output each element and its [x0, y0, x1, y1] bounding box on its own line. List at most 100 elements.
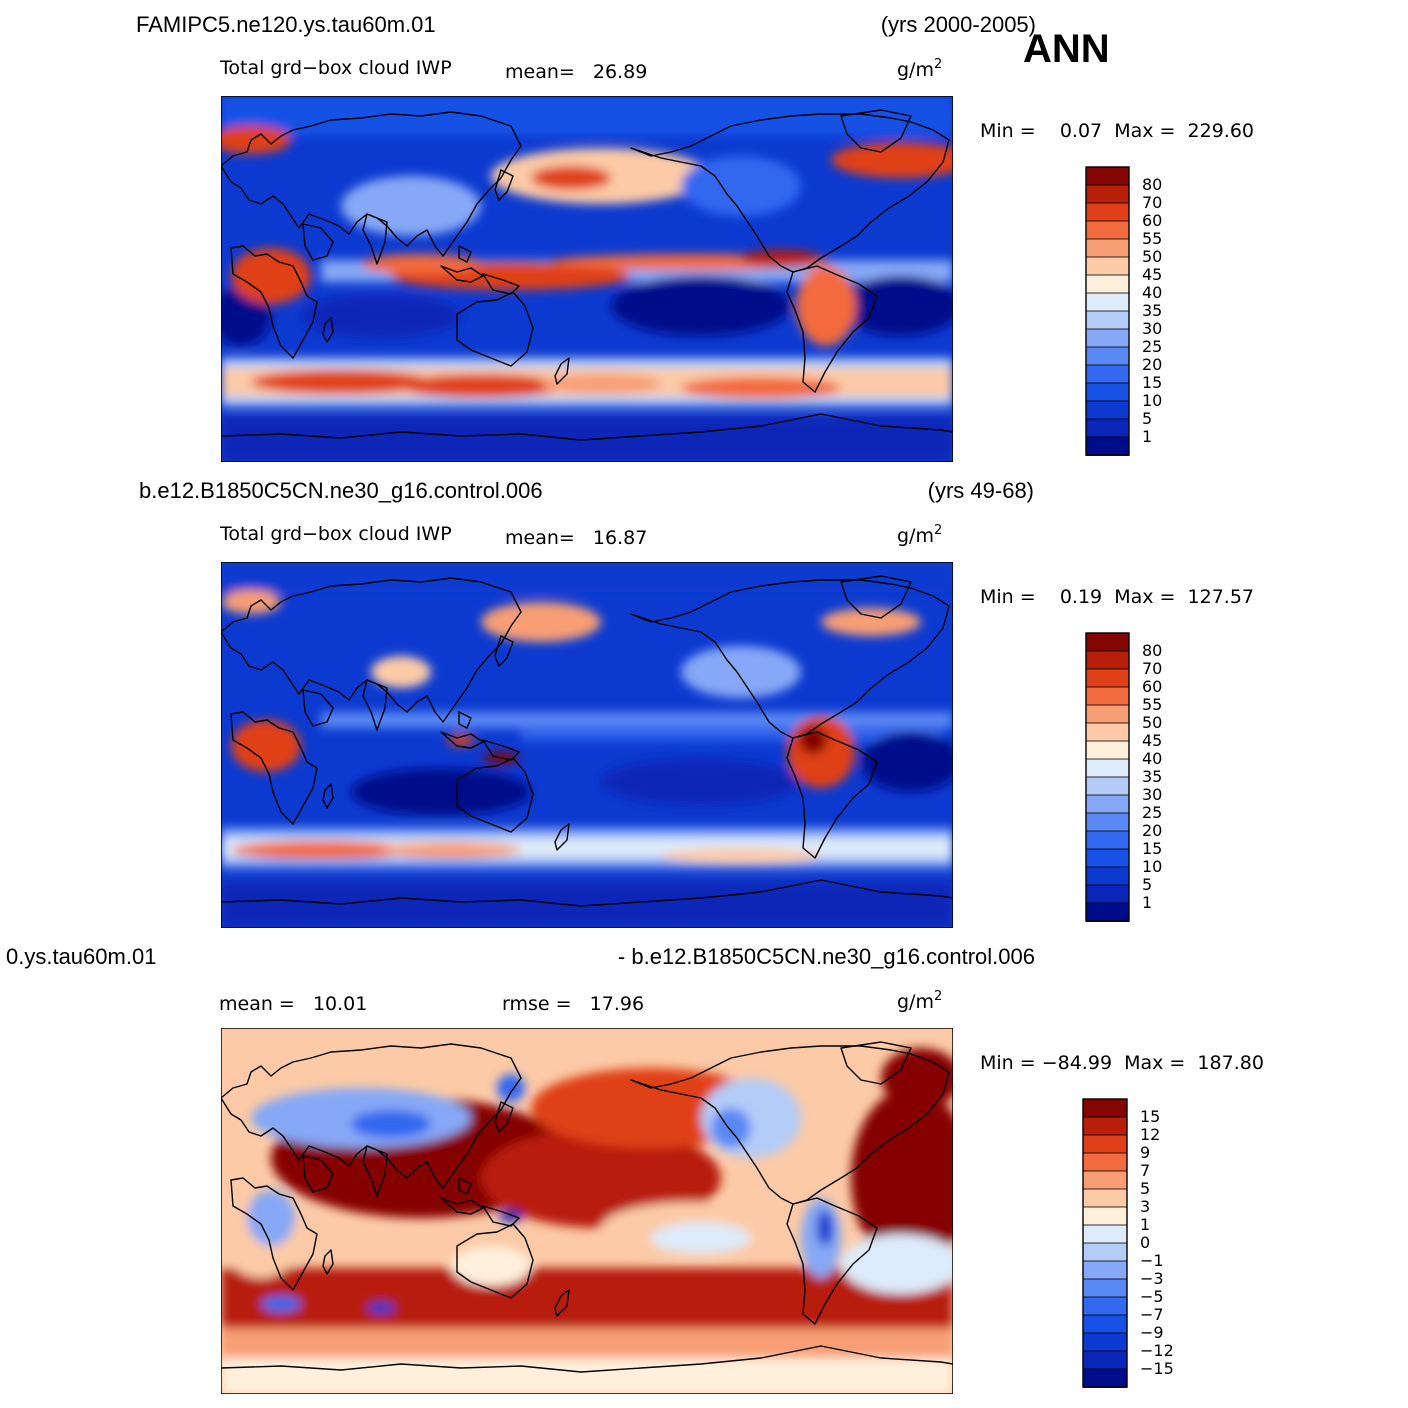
colorbar-tick-label: 25: [1142, 803, 1162, 822]
colorbar-box: [1082, 1188, 1128, 1208]
panel-2-minmax: Min = 0.19 Max = 127.57: [980, 586, 1254, 608]
colorbar-box: [1082, 1116, 1128, 1136]
colorbar-box: [1085, 776, 1130, 796]
panel-1-minmax: Min = 0.07 Max = 229.60: [980, 120, 1254, 142]
panel-3-map: [221, 1028, 953, 1394]
colorbar-box: [1085, 238, 1130, 258]
colorbar-box: [1085, 364, 1130, 384]
colorbar-tick-label: 15: [1142, 373, 1162, 392]
colorbar-box: [1085, 866, 1130, 886]
colorbar-tick-label: 70: [1142, 193, 1162, 212]
colorbar-box: [1085, 346, 1130, 366]
colorbar-box: [1085, 812, 1130, 832]
colorbar-box: [1082, 1098, 1128, 1118]
colorbar-tick-label: 12: [1140, 1125, 1160, 1144]
panel-2-years: (yrs 49-68): [928, 478, 1034, 503]
colorbar-tick-label: 35: [1142, 767, 1162, 786]
colorbar-box: [1082, 1152, 1128, 1172]
colorbar-box: [1085, 400, 1130, 420]
colorbar-box: [1082, 1314, 1128, 1334]
colorbar-tick-label: −7: [1140, 1305, 1164, 1324]
colorbar-tick-label: 15: [1142, 839, 1162, 858]
colorbar-box: [1085, 848, 1130, 868]
panel-3-case-title: 0.ys.tau60m.01: [6, 944, 156, 969]
panel-1-mean: mean= 26.89: [505, 61, 647, 83]
colorbar-box: [1085, 686, 1130, 706]
colorbar-tick-label: 60: [1142, 211, 1162, 230]
colorbar-tick-label: 7: [1140, 1161, 1150, 1180]
colorbar-tick-label: 45: [1142, 265, 1162, 284]
colorbar-box: [1082, 1332, 1128, 1352]
colorbar-tick-label: 20: [1142, 355, 1162, 374]
colorbar-box: [1082, 1278, 1128, 1298]
colorbar-tick-label: 60: [1142, 677, 1162, 696]
colorbar-box: [1085, 220, 1130, 240]
colorbar-tick-label: 70: [1142, 659, 1162, 678]
colorbar-tick-label: 50: [1142, 713, 1162, 732]
colorbar-frame: [1085, 166, 1130, 456]
colorbar-box: [1085, 292, 1130, 312]
colorbar-box: [1082, 1296, 1128, 1316]
colorbar-tick-label: 5: [1142, 409, 1152, 428]
colorbar-tick-label: −1: [1140, 1251, 1164, 1270]
panel-2-mean: mean= 16.87: [505, 527, 647, 549]
colorbar-box: [1085, 418, 1130, 438]
colorbar-box: [1085, 184, 1130, 204]
colorbar-box: [1085, 794, 1130, 814]
colorbar-tick-label: 80: [1142, 641, 1162, 660]
colorbar-box: [1082, 1170, 1128, 1190]
colorbar-box: [1085, 668, 1130, 688]
colorbar-tick-label: 3: [1140, 1197, 1150, 1216]
colorbar-box: [1082, 1368, 1128, 1388]
panel-2-variable-label: Total grd−box cloud IWP: [219, 523, 452, 545]
colorbar-tick-label: 40: [1142, 283, 1162, 302]
colorbar-box: [1085, 632, 1130, 652]
colorbar-box: [1085, 436, 1130, 456]
colorbar-frame: [1085, 632, 1130, 922]
colorbar-box: [1085, 650, 1130, 670]
colorbar-tick-label: −12: [1140, 1341, 1174, 1360]
panel-1-years: (yrs 2000-2005): [881, 12, 1036, 37]
panel-2-case-title: b.e12.B1850C5CN.ne30_g16.control.006: [139, 478, 543, 503]
colorbar-tick-label: −3: [1140, 1269, 1164, 1288]
panel-2: b.e12.B1850C5CN.ne30_g16.control.006 (yr…: [139, 478, 1254, 928]
colorbar-tick-label: 15: [1140, 1107, 1160, 1126]
colorbar-box: [1082, 1206, 1128, 1226]
panel-1-case-title: FAMIPC5.ne120.ys.tau60m.01: [136, 12, 436, 37]
panel-3-rmse: rmse = 17.96: [502, 993, 644, 1015]
colorbar-tick-label: 30: [1142, 319, 1162, 338]
colorbar-tick-label: 1: [1142, 893, 1152, 912]
colorbar-box: [1082, 1134, 1128, 1154]
panel-3: 0.ys.tau60m.01 - b.e12.B1850C5CN.ne30_g1…: [6, 944, 1264, 1394]
panel-1-variable-label: Total grd−box cloud IWP: [219, 57, 452, 79]
colorbar-box: [1085, 310, 1130, 330]
colorbar-box: [1085, 740, 1130, 760]
colorbar-box: [1085, 758, 1130, 778]
colorbar-box: [1085, 830, 1130, 850]
colorbar-tick-label: 5: [1142, 875, 1152, 894]
colorbar-tick-label: 1: [1142, 427, 1152, 446]
panel-3-units: g/m2: [897, 989, 942, 1013]
panel-3-case-title-right: - b.e12.B1850C5CN.ne30_g16.control.006: [618, 944, 1035, 969]
colorbar-box: [1085, 722, 1130, 742]
panel-2-map: [221, 562, 953, 928]
panel-3-minmax: Min = −84.99 Max = 187.80: [980, 1052, 1264, 1074]
panel-3-mean: mean = 10.01: [219, 993, 367, 1015]
colorbar-tick-label: 35: [1142, 301, 1162, 320]
colorbar-box: [1085, 274, 1130, 294]
colorbar-tick-label: 1: [1140, 1215, 1150, 1234]
colorbar-tick-label: −9: [1140, 1323, 1164, 1342]
panel-1-units: g/m2: [897, 57, 942, 81]
colorbar-frame: [1082, 1098, 1128, 1388]
colorbar-tick-label: 20: [1142, 821, 1162, 840]
colorbar-box: [1085, 902, 1130, 922]
colorbar-tick-label: 25: [1142, 337, 1162, 356]
colorbar-box: [1085, 884, 1130, 904]
panel-2-units: g/m2: [897, 523, 942, 547]
colorbar-tick-label: 0: [1140, 1233, 1150, 1252]
colorbar-tick-label: 30: [1142, 785, 1162, 804]
colorbar-tick-label: 50: [1142, 247, 1162, 266]
